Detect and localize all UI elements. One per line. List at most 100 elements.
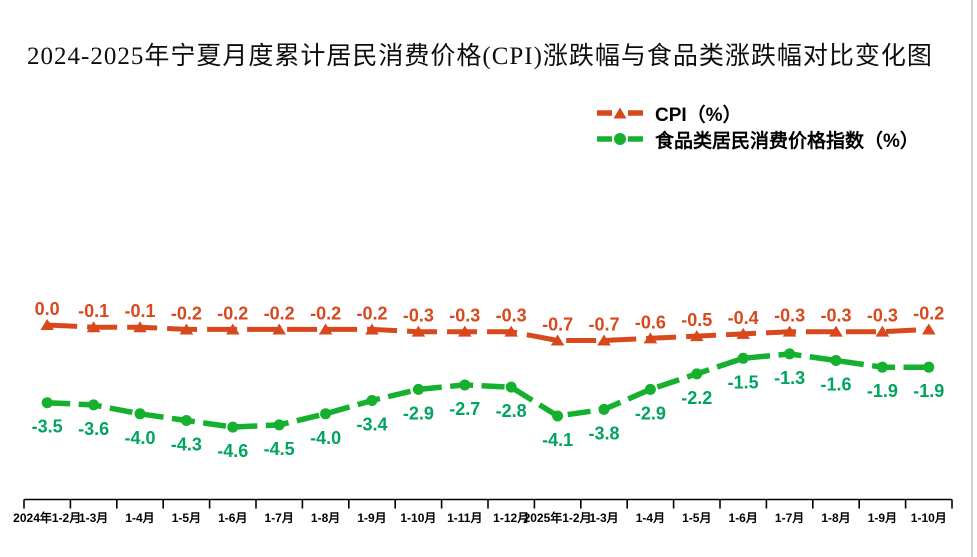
x-axis-label: 1-6月 [218, 511, 247, 525]
food-legend-marker-icon [597, 133, 643, 145]
x-axis-label: 1-7月 [265, 511, 294, 525]
cpi-marker-icon [922, 323, 936, 335]
x-axis-label: 1-10月 [400, 511, 436, 525]
food-marker-icon [923, 361, 935, 373]
cpi-data-label: -0.7 [588, 315, 619, 335]
cpi-marker-icon [272, 323, 286, 335]
food-data-label: -4.0 [124, 428, 155, 448]
food-marker-icon [134, 408, 146, 420]
cpi-marker-icon [550, 334, 565, 346]
x-axis-label: 1-8月 [311, 511, 340, 525]
cpi-marker-icon [411, 325, 426, 337]
food-data-label: -4.1 [542, 430, 573, 450]
x-axis-label: 1-8月 [821, 511, 850, 525]
food-data-label: -2.9 [403, 403, 434, 423]
cpi-marker-icon [875, 325, 890, 337]
food-data-label: -4.5 [264, 439, 295, 459]
food-data-label: -2.8 [496, 401, 527, 421]
cpi-marker-icon [690, 330, 704, 342]
cpi-data-label: -0.2 [264, 303, 295, 323]
cpi-marker-icon [504, 325, 518, 337]
cpi-marker-icon [365, 323, 379, 335]
food-marker-icon [41, 397, 53, 409]
cpi-marker-icon [643, 332, 658, 344]
cpi-data-label: -0.2 [171, 303, 202, 323]
cpi-marker-icon [829, 325, 843, 337]
food-data-label: -1.9 [867, 381, 898, 401]
cpi-marker-icon [86, 321, 101, 333]
food-marker-icon [598, 403, 610, 415]
x-axis-label: 2024年1-2月 [13, 510, 81, 525]
food-data-label: -1.3 [774, 368, 805, 388]
cpi-data-label: -0.1 [78, 301, 109, 321]
food-marker-icon [366, 394, 378, 406]
food-marker-icon [412, 383, 424, 395]
cpi-marker-icon [318, 323, 333, 335]
chart-title: 2024-2025年宁夏月度累计居民消费价格(CPI)涨跌幅与食品类涨跌幅对比变… [27, 43, 933, 70]
x-axis-label: 1-7月 [775, 511, 804, 525]
food-data-label: -1.9 [913, 381, 944, 401]
food-data-label: -1.5 [728, 372, 759, 392]
food-marker-icon [320, 408, 332, 420]
cpi-data-label: -0.3 [403, 306, 434, 326]
food-marker-icon [180, 414, 192, 426]
food-data-label: -3.5 [32, 417, 63, 437]
cpi-data-label: -0.2 [217, 303, 248, 323]
food-marker-icon [644, 383, 656, 395]
food-data-label: -4.3 [171, 434, 202, 454]
legend: CPI（%） 食品类居民消费价格指数（%） [596, 100, 919, 152]
cpi-data-label: -0.4 [728, 308, 759, 328]
food-marker-icon [459, 379, 471, 391]
food-marker-icon [552, 410, 564, 422]
food-data-label: -4.6 [217, 441, 248, 461]
x-axis-label: 2025年1-2月 [524, 510, 592, 525]
food-data-label: -2.7 [449, 399, 480, 419]
cpi-marker-icon [226, 323, 240, 335]
legend-item-food: 食品类居民消费价格指数（%） [596, 126, 919, 152]
cpi-legend-marker-icon [597, 107, 643, 119]
x-axis-label: 1-3月 [79, 511, 108, 525]
cpi-line [47, 322, 929, 343]
food-marker-icon [88, 399, 100, 411]
x-axis-label: 1-5月 [682, 511, 711, 525]
x-axis-label: 1-4月 [636, 511, 665, 525]
food-marker-icon [691, 368, 703, 380]
cpi-data-label: -0.3 [496, 306, 527, 326]
cpi-data-label: -0.2 [356, 303, 387, 323]
x-axis-label: 1-6月 [729, 511, 758, 525]
cpi-data-label: -0.7 [542, 315, 573, 335]
food-data-label: -2.9 [635, 403, 666, 423]
x-axis-label: 1-9月 [868, 511, 897, 525]
legend-item-cpi: CPI（%） [596, 100, 919, 126]
x-axis-label: 1-9月 [357, 511, 386, 525]
food-marker-icon [273, 419, 285, 431]
cpi-marker-icon [40, 319, 54, 330]
food-marker-icon [876, 361, 888, 373]
x-axis-label: 1-3月 [589, 511, 618, 525]
cpi-marker-icon [597, 334, 611, 346]
food-legend-label: 食品类居民消费价格指数（%） [655, 130, 919, 152]
food-data-label: -2.2 [681, 388, 712, 408]
x-axis-label: 1-4月 [125, 511, 154, 525]
x-axis-label: 1-10月 [911, 511, 947, 525]
food-marker-icon [830, 355, 842, 367]
cpi-data-label: 0.0 [35, 299, 60, 319]
food-data-label: -3.4 [356, 414, 387, 434]
x-axis-label: 1-5月 [172, 511, 201, 525]
food-data-label: -1.6 [820, 375, 851, 395]
food-marker-icon [227, 421, 239, 433]
cpi-marker-icon [782, 325, 797, 337]
cpi-data-label: -0.5 [681, 310, 712, 330]
food-data-label: -4.0 [310, 428, 341, 448]
cpi-marker-icon [133, 321, 147, 333]
screen-right-border [971, 0, 973, 557]
cpi-data-label: -0.2 [913, 303, 944, 323]
cpi-data-label: -0.1 [124, 301, 155, 321]
x-axis-label: 1-11月 [447, 511, 482, 525]
food-marker-icon [737, 352, 749, 364]
cpi-marker-icon [458, 325, 472, 337]
food-data-label: -3.8 [588, 423, 619, 443]
food-line [47, 351, 929, 430]
